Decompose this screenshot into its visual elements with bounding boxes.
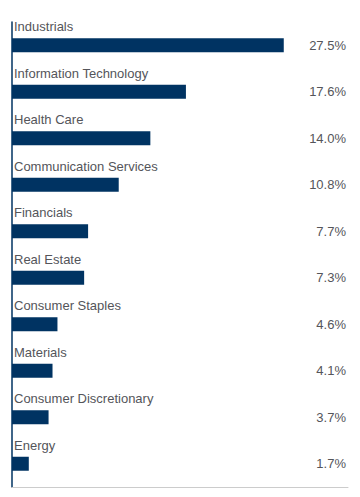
svg-text:7.7%: 7.7% <box>316 224 346 239</box>
svg-text:3.7%: 3.7% <box>316 410 346 425</box>
svg-text:Financials: Financials <box>14 205 73 220</box>
svg-text:Consumer Discretionary: Consumer Discretionary <box>14 391 154 406</box>
svg-text:7.3%: 7.3% <box>316 270 346 285</box>
svg-text:Information Technology: Information Technology <box>14 66 149 81</box>
svg-text:Communication Services: Communication Services <box>14 159 158 174</box>
svg-text:17.6%: 17.6% <box>309 84 346 99</box>
svg-text:1.7%: 1.7% <box>316 456 346 471</box>
svg-text:Real Estate: Real Estate <box>14 252 81 267</box>
svg-text:Energy: Energy <box>14 438 56 453</box>
svg-text:14.0%: 14.0% <box>309 131 346 146</box>
svg-text:Consumer Staples: Consumer Staples <box>14 298 121 313</box>
svg-text:4.1%: 4.1% <box>316 363 346 378</box>
svg-text:4.6%: 4.6% <box>316 317 346 332</box>
svg-text:Industrials: Industrials <box>14 19 74 34</box>
svg-text:Materials: Materials <box>14 345 67 360</box>
svg-text:27.5%: 27.5% <box>309 38 346 53</box>
svg-text:Health Care: Health Care <box>14 112 83 127</box>
svg-text:10.8%: 10.8% <box>309 177 346 192</box>
